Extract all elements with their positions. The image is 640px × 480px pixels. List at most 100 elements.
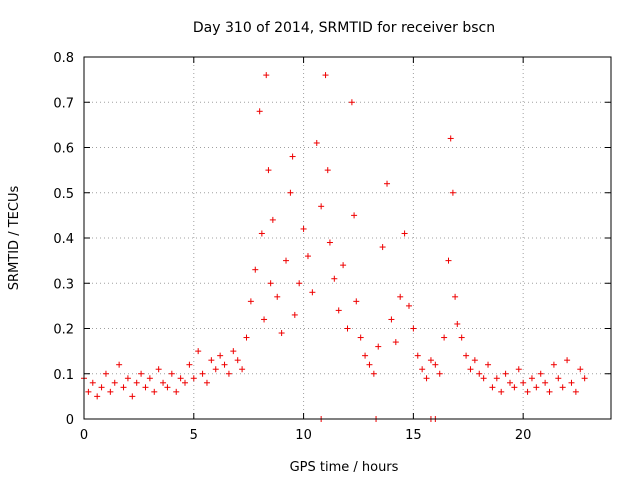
y-tick-label: 0 — [66, 413, 74, 428]
data-point — [401, 230, 408, 237]
data-point — [555, 375, 562, 382]
data-point — [506, 379, 513, 386]
data-point — [199, 370, 206, 377]
plot-frame — [83, 56, 612, 420]
data-point — [572, 388, 579, 395]
data-point — [195, 348, 202, 355]
data-point — [452, 293, 459, 300]
y-tick-label: 0.5 — [53, 187, 74, 202]
data-point — [309, 289, 316, 296]
data-point — [414, 352, 421, 359]
data-point — [370, 370, 377, 377]
data-point — [94, 393, 101, 400]
data-point — [225, 370, 232, 377]
data-point — [133, 379, 140, 386]
data-point — [454, 320, 461, 327]
data-point — [419, 366, 426, 373]
data-point — [581, 375, 588, 382]
data-point — [203, 379, 210, 386]
data-point — [410, 325, 417, 332]
data-point — [212, 366, 219, 373]
data-point — [217, 352, 224, 359]
data-point — [283, 257, 290, 264]
data-point — [515, 366, 522, 373]
data-point — [107, 388, 114, 395]
chart-title: Day 310 of 2014, SRMTID for receiver bsc… — [193, 20, 495, 36]
data-point — [467, 366, 474, 373]
data-point — [258, 230, 265, 237]
data-point — [533, 384, 540, 391]
y-tick-label: 0.3 — [53, 277, 74, 292]
data-point — [265, 167, 272, 174]
points-layer — [81, 72, 588, 422]
data-point — [138, 370, 145, 377]
data-point — [485, 361, 492, 368]
data-point — [124, 375, 131, 382]
grid-layer — [84, 57, 611, 419]
data-point — [432, 361, 439, 368]
data-point — [313, 139, 320, 146]
ticks-layer: 0 0.1 0.2 0.3 0.4 0.5 0.6 0.7 0.8 0 5 10 15 20 — [53, 51, 611, 443]
data-point — [324, 167, 331, 174]
data-point — [502, 370, 509, 377]
data-point — [423, 375, 430, 382]
data-point — [379, 244, 386, 251]
data-point — [160, 379, 167, 386]
data-point — [173, 388, 180, 395]
data-point — [353, 298, 360, 305]
data-point — [102, 370, 109, 377]
data-point — [182, 379, 189, 386]
data-point — [335, 307, 342, 314]
data-point — [445, 257, 452, 264]
data-point — [537, 370, 544, 377]
data-point — [85, 388, 92, 395]
y-tick-label: 0.6 — [53, 142, 74, 157]
x-tick-label: 5 — [190, 428, 198, 443]
data-point — [111, 379, 118, 386]
data-point — [243, 334, 250, 341]
data-point — [239, 366, 246, 373]
y-tick-label: 0.7 — [53, 96, 74, 111]
data-point — [524, 388, 531, 395]
data-point — [300, 225, 307, 232]
x-tick-label: 20 — [515, 428, 532, 443]
data-point — [269, 216, 276, 223]
data-point — [447, 135, 454, 142]
data-point — [177, 375, 184, 382]
data-point — [208, 357, 215, 364]
data-point — [326, 239, 333, 246]
data-point — [89, 379, 96, 386]
data-point — [384, 180, 391, 187]
data-point — [480, 375, 487, 382]
data-point — [263, 72, 270, 79]
data-point — [449, 189, 456, 196]
data-point — [392, 339, 399, 346]
data-point — [98, 384, 105, 391]
data-point — [344, 325, 351, 332]
data-point — [550, 361, 557, 368]
data-point — [142, 384, 149, 391]
data-point — [190, 375, 197, 382]
data-point — [564, 357, 571, 364]
data-point — [340, 262, 347, 269]
data-point — [436, 370, 443, 377]
data-point — [528, 375, 535, 382]
data-point — [116, 361, 123, 368]
x-tick-label: 10 — [295, 428, 312, 443]
data-point — [151, 388, 158, 395]
data-point — [331, 275, 338, 282]
data-point — [278, 330, 285, 337]
data-point — [511, 384, 518, 391]
data-point — [256, 108, 263, 115]
data-point — [146, 375, 153, 382]
data-point — [493, 375, 500, 382]
data-point — [230, 348, 237, 355]
data-point — [577, 366, 584, 373]
data-point — [463, 352, 470, 359]
data-point — [120, 384, 127, 391]
data-point — [498, 388, 505, 395]
data-point — [476, 370, 483, 377]
data-point — [348, 99, 355, 106]
data-point — [168, 370, 175, 377]
data-point — [388, 316, 395, 323]
